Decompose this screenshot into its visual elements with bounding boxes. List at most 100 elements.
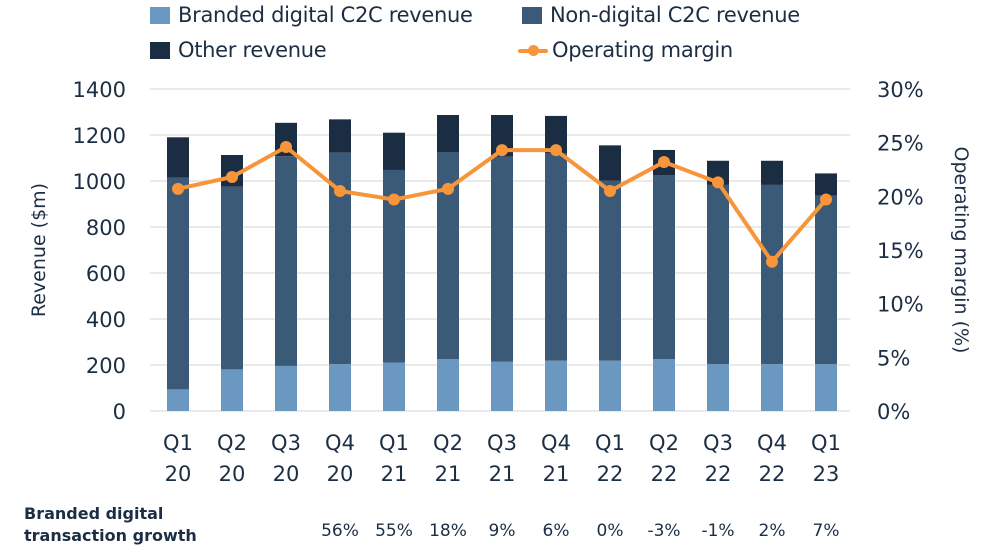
legend-swatch-margin	[518, 42, 548, 59]
x-tick-year: 21	[489, 462, 516, 486]
left-tick-label: 1400	[73, 78, 126, 102]
x-tick-year: 21	[381, 462, 408, 486]
margin-point	[226, 171, 238, 184]
x-tick-year: 22	[759, 462, 786, 486]
x-tick-year: 20	[327, 462, 354, 486]
bar-other	[599, 145, 621, 181]
legend-label-branded: Branded digital C2C revenue	[178, 3, 473, 27]
margin-point	[442, 182, 454, 195]
x-tick-quarter: Q4	[325, 431, 355, 455]
x-tick-quarter: Q2	[433, 431, 463, 455]
growth-value: -1%	[701, 521, 734, 541]
bar-non-digital	[437, 152, 459, 360]
x-tick-quarter: Q1	[811, 431, 841, 455]
x-tick-year: 21	[543, 462, 570, 486]
x-tick-year: 22	[705, 462, 732, 486]
legend-label-margin: Operating margin	[552, 38, 733, 62]
bar-non-digital	[491, 156, 513, 362]
left-tick-label: 200	[86, 354, 126, 378]
x-tick-quarter: Q1	[163, 431, 193, 455]
x-tick-quarter: Q4	[541, 431, 571, 455]
left-tick-label: 400	[86, 308, 126, 332]
growth-value: 56%	[321, 521, 359, 541]
right-tick-label: 20%	[877, 185, 924, 209]
bar-non-digital	[221, 186, 243, 370]
bar-non-digital	[653, 175, 675, 360]
left-tick-label: 1000	[73, 170, 126, 194]
bar-non-digital	[599, 180, 621, 361]
legend-swatch-other	[150, 41, 170, 59]
x-tick-quarter: Q2	[649, 431, 679, 455]
x-tick-year: 21	[435, 462, 462, 486]
margin-point	[604, 184, 616, 197]
margin-point	[334, 184, 346, 197]
x-tick-quarter: Q1	[379, 431, 409, 455]
margin-point	[172, 182, 184, 195]
growth-label-line2: transaction growth	[24, 526, 197, 545]
right-tick-label: 0%	[877, 400, 910, 424]
bar-branded-digital	[707, 364, 729, 411]
bar-non-digital	[545, 153, 567, 361]
growth-row-label: Branded digital transaction growth	[24, 503, 197, 547]
left-tick-label: 800	[86, 216, 126, 240]
bar-branded-digital	[329, 364, 351, 411]
growth-value: 55%	[375, 521, 413, 541]
bar-other	[437, 114, 459, 153]
right-tick-label: 5%	[877, 346, 910, 370]
bar-non-digital	[815, 195, 837, 365]
growth-value: 18%	[429, 521, 467, 541]
left-axis-ticks: 0 200 400 600 800 1000 1200 1400	[73, 78, 126, 424]
bar-non-digital	[707, 184, 729, 365]
bar-other	[167, 137, 189, 178]
x-tick-quarter: Q3	[703, 431, 733, 455]
bar-non-digital	[761, 184, 783, 365]
legend-swatch-branded	[150, 6, 170, 24]
bar-other	[815, 173, 837, 196]
operating-margin-line	[172, 140, 832, 268]
bar-branded-digital	[221, 369, 243, 411]
x-axis-ticks: Q1 20 Q2 20 Q3 20 Q4 20 Q1 21 Q2 21 Q3 21 Q4 21 Q1 22 Q2 22…	[163, 431, 841, 486]
right-tick-label: 30%	[877, 78, 924, 102]
growth-label-line1: Branded digital	[24, 504, 164, 523]
margin-point	[658, 155, 670, 168]
bar-other	[491, 114, 513, 157]
right-tick-label: 15%	[877, 239, 924, 263]
growth-value: 0%	[597, 521, 624, 541]
margin-point	[550, 144, 562, 157]
right-tick-label: 25%	[877, 132, 924, 156]
left-tick-label: 600	[86, 262, 126, 286]
bar-branded-digital	[761, 364, 783, 411]
legend-item-other: Other revenue	[150, 38, 327, 62]
growth-value: 2%	[759, 521, 786, 541]
legend-swatch-nondigital	[522, 6, 542, 24]
bar-other	[761, 160, 783, 185]
left-tick-label: 1200	[73, 124, 126, 148]
growth-value: -3%	[647, 521, 680, 541]
bar-other	[545, 115, 567, 154]
bar-non-digital	[167, 177, 189, 390]
growth-value: 7%	[813, 521, 840, 541]
x-tick-year: 22	[651, 462, 678, 486]
margin-point	[496, 144, 508, 157]
bar-branded-digital	[491, 361, 513, 411]
growth-row-values: 56% 55% 18% 9% 6% 0% -3% -1% 2% 7%	[321, 521, 839, 541]
margin-point	[388, 193, 400, 206]
x-tick-quarter: Q3	[487, 431, 517, 455]
x-tick-year: 20	[273, 462, 300, 486]
bar-non-digital	[329, 152, 351, 365]
bar-non-digital	[383, 169, 405, 363]
bar-branded-digital	[545, 360, 567, 411]
left-axis-label: Revenue ($m)	[28, 183, 50, 317]
margin-point	[280, 140, 292, 153]
bar-branded-digital	[167, 389, 189, 411]
bar-branded-digital	[599, 360, 621, 411]
margin-point	[820, 193, 832, 206]
legend-item-branded: Branded digital C2C revenue	[150, 3, 473, 27]
bar-non-digital	[275, 156, 297, 366]
x-tick-year: 20	[165, 462, 192, 486]
bar-branded-digital	[653, 359, 675, 411]
x-tick-year: 23	[813, 462, 840, 486]
bar-branded-digital	[437, 359, 459, 411]
legend-label-nondigital: Non-digital C2C revenue	[550, 3, 800, 27]
right-axis-ticks: 0% 5% 10% 15% 20% 25% 30%	[877, 78, 924, 424]
